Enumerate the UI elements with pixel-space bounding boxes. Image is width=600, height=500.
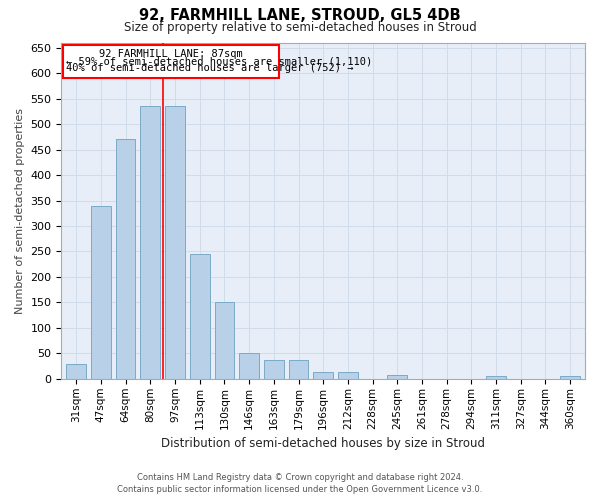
Bar	[264, 360, 284, 379]
Y-axis label: Number of semi-detached properties: Number of semi-detached properties	[15, 108, 25, 314]
Bar	[140, 106, 160, 379]
Bar	[486, 376, 506, 379]
Text: Size of property relative to semi-detached houses in Stroud: Size of property relative to semi-detach…	[124, 21, 476, 34]
FancyBboxPatch shape	[62, 45, 279, 78]
Text: ← 59% of semi-detached houses are smaller (1,110): ← 59% of semi-detached houses are smalle…	[67, 56, 373, 66]
Text: Contains HM Land Registry data © Crown copyright and database right 2024.
Contai: Contains HM Land Registry data © Crown c…	[118, 472, 482, 494]
X-axis label: Distribution of semi-detached houses by size in Stroud: Distribution of semi-detached houses by …	[161, 437, 485, 450]
Bar	[91, 206, 111, 379]
Bar	[560, 376, 580, 379]
Bar	[190, 254, 209, 379]
Bar	[215, 302, 234, 379]
Bar	[239, 354, 259, 379]
Bar	[289, 360, 308, 379]
Text: 92, FARMHILL LANE, STROUD, GL5 4DB: 92, FARMHILL LANE, STROUD, GL5 4DB	[139, 8, 461, 22]
Text: 92 FARMHILL LANE: 87sqm: 92 FARMHILL LANE: 87sqm	[99, 49, 242, 59]
Bar	[165, 106, 185, 379]
Bar	[116, 140, 136, 379]
Text: 40% of semi-detached houses are larger (752) →: 40% of semi-detached houses are larger (…	[67, 64, 354, 74]
Bar	[313, 372, 333, 379]
Bar	[67, 364, 86, 379]
Bar	[388, 375, 407, 379]
Bar	[338, 372, 358, 379]
